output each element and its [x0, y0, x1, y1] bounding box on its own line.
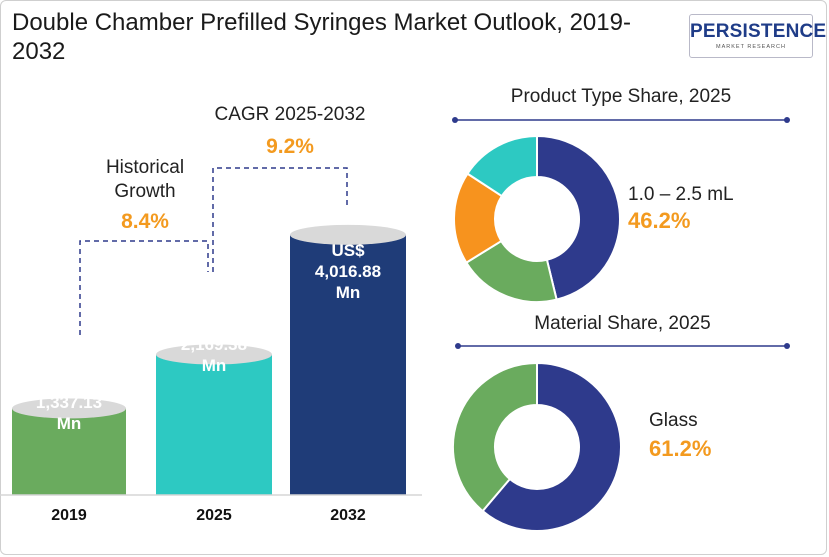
- brand-logo: PERSISTENCE MARKET RESEARCH: [689, 14, 827, 58]
- bar-cap-2025: [156, 344, 272, 365]
- material-donut: [452, 361, 622, 532]
- donut-material-slice-0: [481, 361, 622, 532]
- product-type-segment-label: 1.0 – 2.5 mL: [628, 184, 734, 205]
- bar-cap-2019: [12, 398, 126, 419]
- bar-cap-2032: [290, 224, 406, 245]
- material-segment-value: 61.2%: [649, 436, 712, 461]
- bar-value-label-2032: US$ 4,016.88 Mn: [314, 241, 382, 302]
- logo-wordmark: PERSISTENCE: [690, 21, 827, 42]
- bar-2019: [12, 398, 126, 495]
- product-type-segment-value: 46.2%: [628, 208, 691, 233]
- material-segment-label: Glass: [649, 410, 698, 431]
- product-type-donut: [453, 134, 621, 303]
- cagr-label: CAGR 2025-2032: [214, 104, 366, 125]
- bar-2032: [290, 224, 406, 495]
- x-tick-label-2032: 2032: [330, 507, 366, 524]
- x-tick-label-2025: 2025: [196, 507, 232, 524]
- product-type-title: Product Type Share, 2025: [510, 86, 732, 107]
- historical-growth-label: Historical Growth: [105, 157, 185, 202]
- donut-product-slice-0: [536, 134, 621, 301]
- historical-growth-connector: [79, 240, 209, 335]
- bar-value-label-2019: US$ 1,337.13 Mn: [35, 372, 103, 433]
- historical-growth-value: 8.4%: [121, 210, 169, 233]
- bar-2025: [156, 344, 272, 495]
- cagr-value: 9.2%: [266, 135, 314, 158]
- material-title: Material Share, 2025: [534, 313, 711, 334]
- donut-material-slice-1: [452, 361, 538, 513]
- logo-subtext: MARKET RESEARCH: [716, 44, 786, 50]
- x-tick-label-2019: 2019: [51, 507, 87, 524]
- cagr-connector: [212, 167, 348, 272]
- product-type-divider: [452, 117, 790, 123]
- donut-product-slice-3: [466, 134, 538, 198]
- bar-value-label-2025: US$ 2,169.38 Mn: [180, 314, 248, 375]
- bar-body-2032: [290, 234, 406, 495]
- material-divider: [455, 343, 790, 349]
- bar-body-2019: [12, 408, 126, 495]
- page-title: Double Chamber Prefilled Syringes Market…: [12, 9, 631, 65]
- bar-body-2025: [156, 354, 272, 495]
